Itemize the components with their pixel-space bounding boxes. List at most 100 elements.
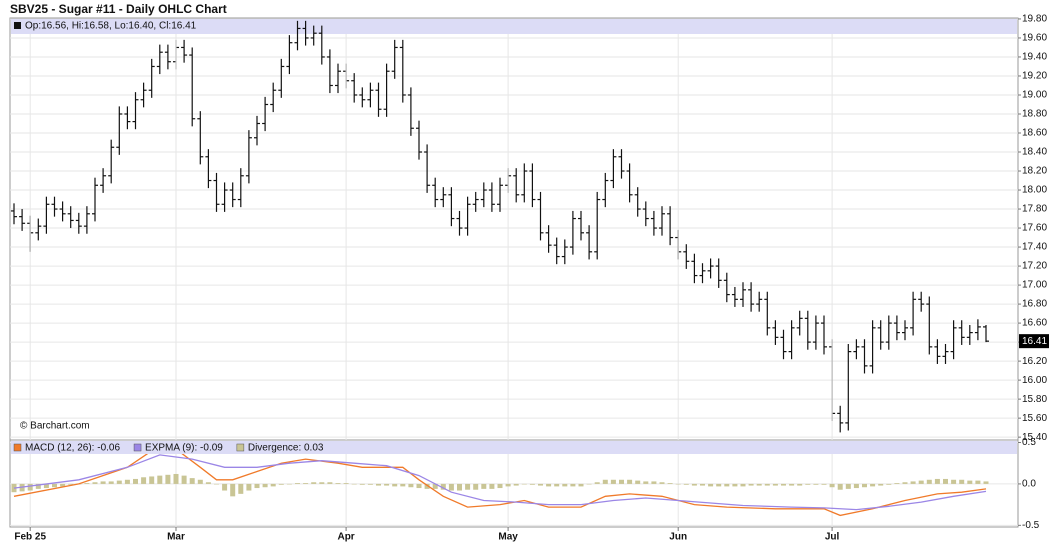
divergence-bar bbox=[902, 482, 908, 484]
divergence-bar bbox=[133, 478, 138, 484]
divergence-bar bbox=[659, 482, 665, 484]
divergence-bar bbox=[748, 483, 754, 486]
y-tick-label: 16.00 bbox=[1022, 375, 1047, 386]
divergence-bar bbox=[149, 476, 155, 484]
divergence-bar bbox=[497, 483, 503, 489]
y-tick-label: -0.5 bbox=[1022, 520, 1040, 531]
y-tick-label: 16.20 bbox=[1022, 356, 1047, 367]
last-price-label: 16.41 bbox=[1022, 336, 1047, 347]
divergence-bar bbox=[829, 483, 835, 488]
divergence-bar bbox=[238, 483, 244, 494]
y-tick-label: 18.20 bbox=[1022, 166, 1047, 177]
divergence-bar bbox=[870, 483, 876, 487]
divergence-bar bbox=[619, 479, 624, 484]
divergence-bar bbox=[286, 483, 292, 485]
divergence-bar bbox=[586, 483, 592, 485]
header-band bbox=[11, 19, 1017, 34]
divergence-bar bbox=[934, 478, 940, 484]
divergence-bar bbox=[708, 483, 714, 487]
divergence-bar bbox=[222, 483, 228, 491]
y-tick-label: 17.80 bbox=[1022, 204, 1047, 215]
divergence-bar bbox=[189, 478, 195, 484]
legend-swatch bbox=[133, 443, 142, 452]
divergence-bar bbox=[205, 482, 211, 484]
divergence-bar bbox=[335, 483, 341, 484]
y-tick-label: 17.60 bbox=[1022, 223, 1047, 234]
divergence-bar bbox=[813, 483, 819, 485]
y-tick-label: 19.20 bbox=[1022, 71, 1047, 82]
x-tick-label: Apr bbox=[337, 532, 354, 543]
legend-label: EXPMA (9): -0.09 bbox=[145, 443, 223, 454]
divergence-bar bbox=[68, 483, 74, 485]
y-tick-label: 15.80 bbox=[1022, 394, 1047, 405]
divergence-bar bbox=[716, 483, 722, 487]
divergence-bar bbox=[254, 483, 260, 489]
divergence-bar bbox=[481, 483, 487, 489]
divergence-bar bbox=[141, 477, 147, 484]
divergence-bar bbox=[181, 475, 187, 484]
divergence-bar bbox=[343, 483, 349, 484]
indicator-line bbox=[13, 445, 987, 517]
divergence-bar bbox=[610, 479, 616, 484]
divergence-bar bbox=[756, 483, 762, 486]
divergence-bar bbox=[513, 483, 519, 486]
divergence-bar bbox=[894, 483, 900, 484]
x-tick-label: May bbox=[498, 532, 518, 543]
divergence-bar bbox=[295, 483, 300, 484]
divergence-bar bbox=[651, 481, 657, 484]
divergence-bar bbox=[400, 483, 406, 487]
divergence-bar bbox=[35, 483, 41, 489]
y-tick-label: 15.60 bbox=[1022, 413, 1047, 424]
divergence-bar bbox=[732, 483, 738, 487]
divergence-bar bbox=[489, 483, 495, 489]
divergence-bar bbox=[886, 483, 892, 485]
x-tick-label: Mar bbox=[167, 532, 185, 543]
divergence-bar bbox=[724, 483, 730, 487]
divergence-bar bbox=[764, 483, 770, 486]
divergence-bar bbox=[108, 481, 114, 484]
divergence-bar bbox=[116, 480, 122, 484]
divergence-bar bbox=[951, 479, 957, 484]
divergence-bar bbox=[351, 483, 357, 485]
divergence-bar bbox=[821, 483, 827, 485]
y-tick-label: 18.80 bbox=[1022, 109, 1047, 120]
divergence-bar bbox=[967, 480, 973, 484]
divergence-bar bbox=[408, 483, 414, 488]
y-tick-label: 19.40 bbox=[1022, 52, 1047, 63]
divergence-bar bbox=[643, 481, 649, 484]
divergence-bar bbox=[918, 480, 924, 484]
divergence-bar bbox=[975, 480, 981, 484]
indicator-line bbox=[13, 454, 987, 511]
divergence-bar bbox=[675, 483, 681, 485]
x-tick-label: Jun bbox=[669, 532, 687, 543]
y-tick-label: 16.80 bbox=[1022, 299, 1047, 310]
divergence-bar bbox=[359, 483, 365, 485]
divergence-bar bbox=[959, 479, 965, 484]
divergence-bar bbox=[853, 483, 859, 489]
divergence-bar bbox=[124, 479, 130, 484]
panel bbox=[9, 17, 1019, 441]
divergence-bar bbox=[457, 483, 462, 491]
divergence-bar bbox=[594, 482, 600, 484]
divergence-bar bbox=[376, 483, 381, 486]
divergence-bar bbox=[845, 483, 851, 489]
divergence-bar bbox=[578, 483, 584, 487]
divergence-bar bbox=[84, 483, 90, 484]
divergence-bar bbox=[165, 474, 171, 484]
divergence-bar bbox=[60, 483, 66, 487]
divergence-bar bbox=[781, 483, 786, 486]
divergence-bar bbox=[384, 483, 390, 486]
chart-title: SBV25 - Sugar #11 - Daily OHLC Chart bbox=[10, 2, 227, 16]
divergence-bar bbox=[546, 483, 552, 487]
y-tick-label: 18.40 bbox=[1022, 147, 1047, 158]
divergence-bar bbox=[311, 482, 317, 484]
divergence-bar bbox=[983, 481, 989, 484]
legend-label: MACD (12, 26): -0.06 bbox=[25, 443, 120, 454]
divergence-bar bbox=[667, 483, 673, 484]
divergence-bar bbox=[92, 482, 98, 484]
divergence-bar bbox=[278, 483, 284, 485]
y-tick-label: 15.40 bbox=[1022, 432, 1047, 443]
divergence-bar bbox=[327, 482, 333, 484]
y-tick-label: 0.0 bbox=[1022, 479, 1036, 490]
